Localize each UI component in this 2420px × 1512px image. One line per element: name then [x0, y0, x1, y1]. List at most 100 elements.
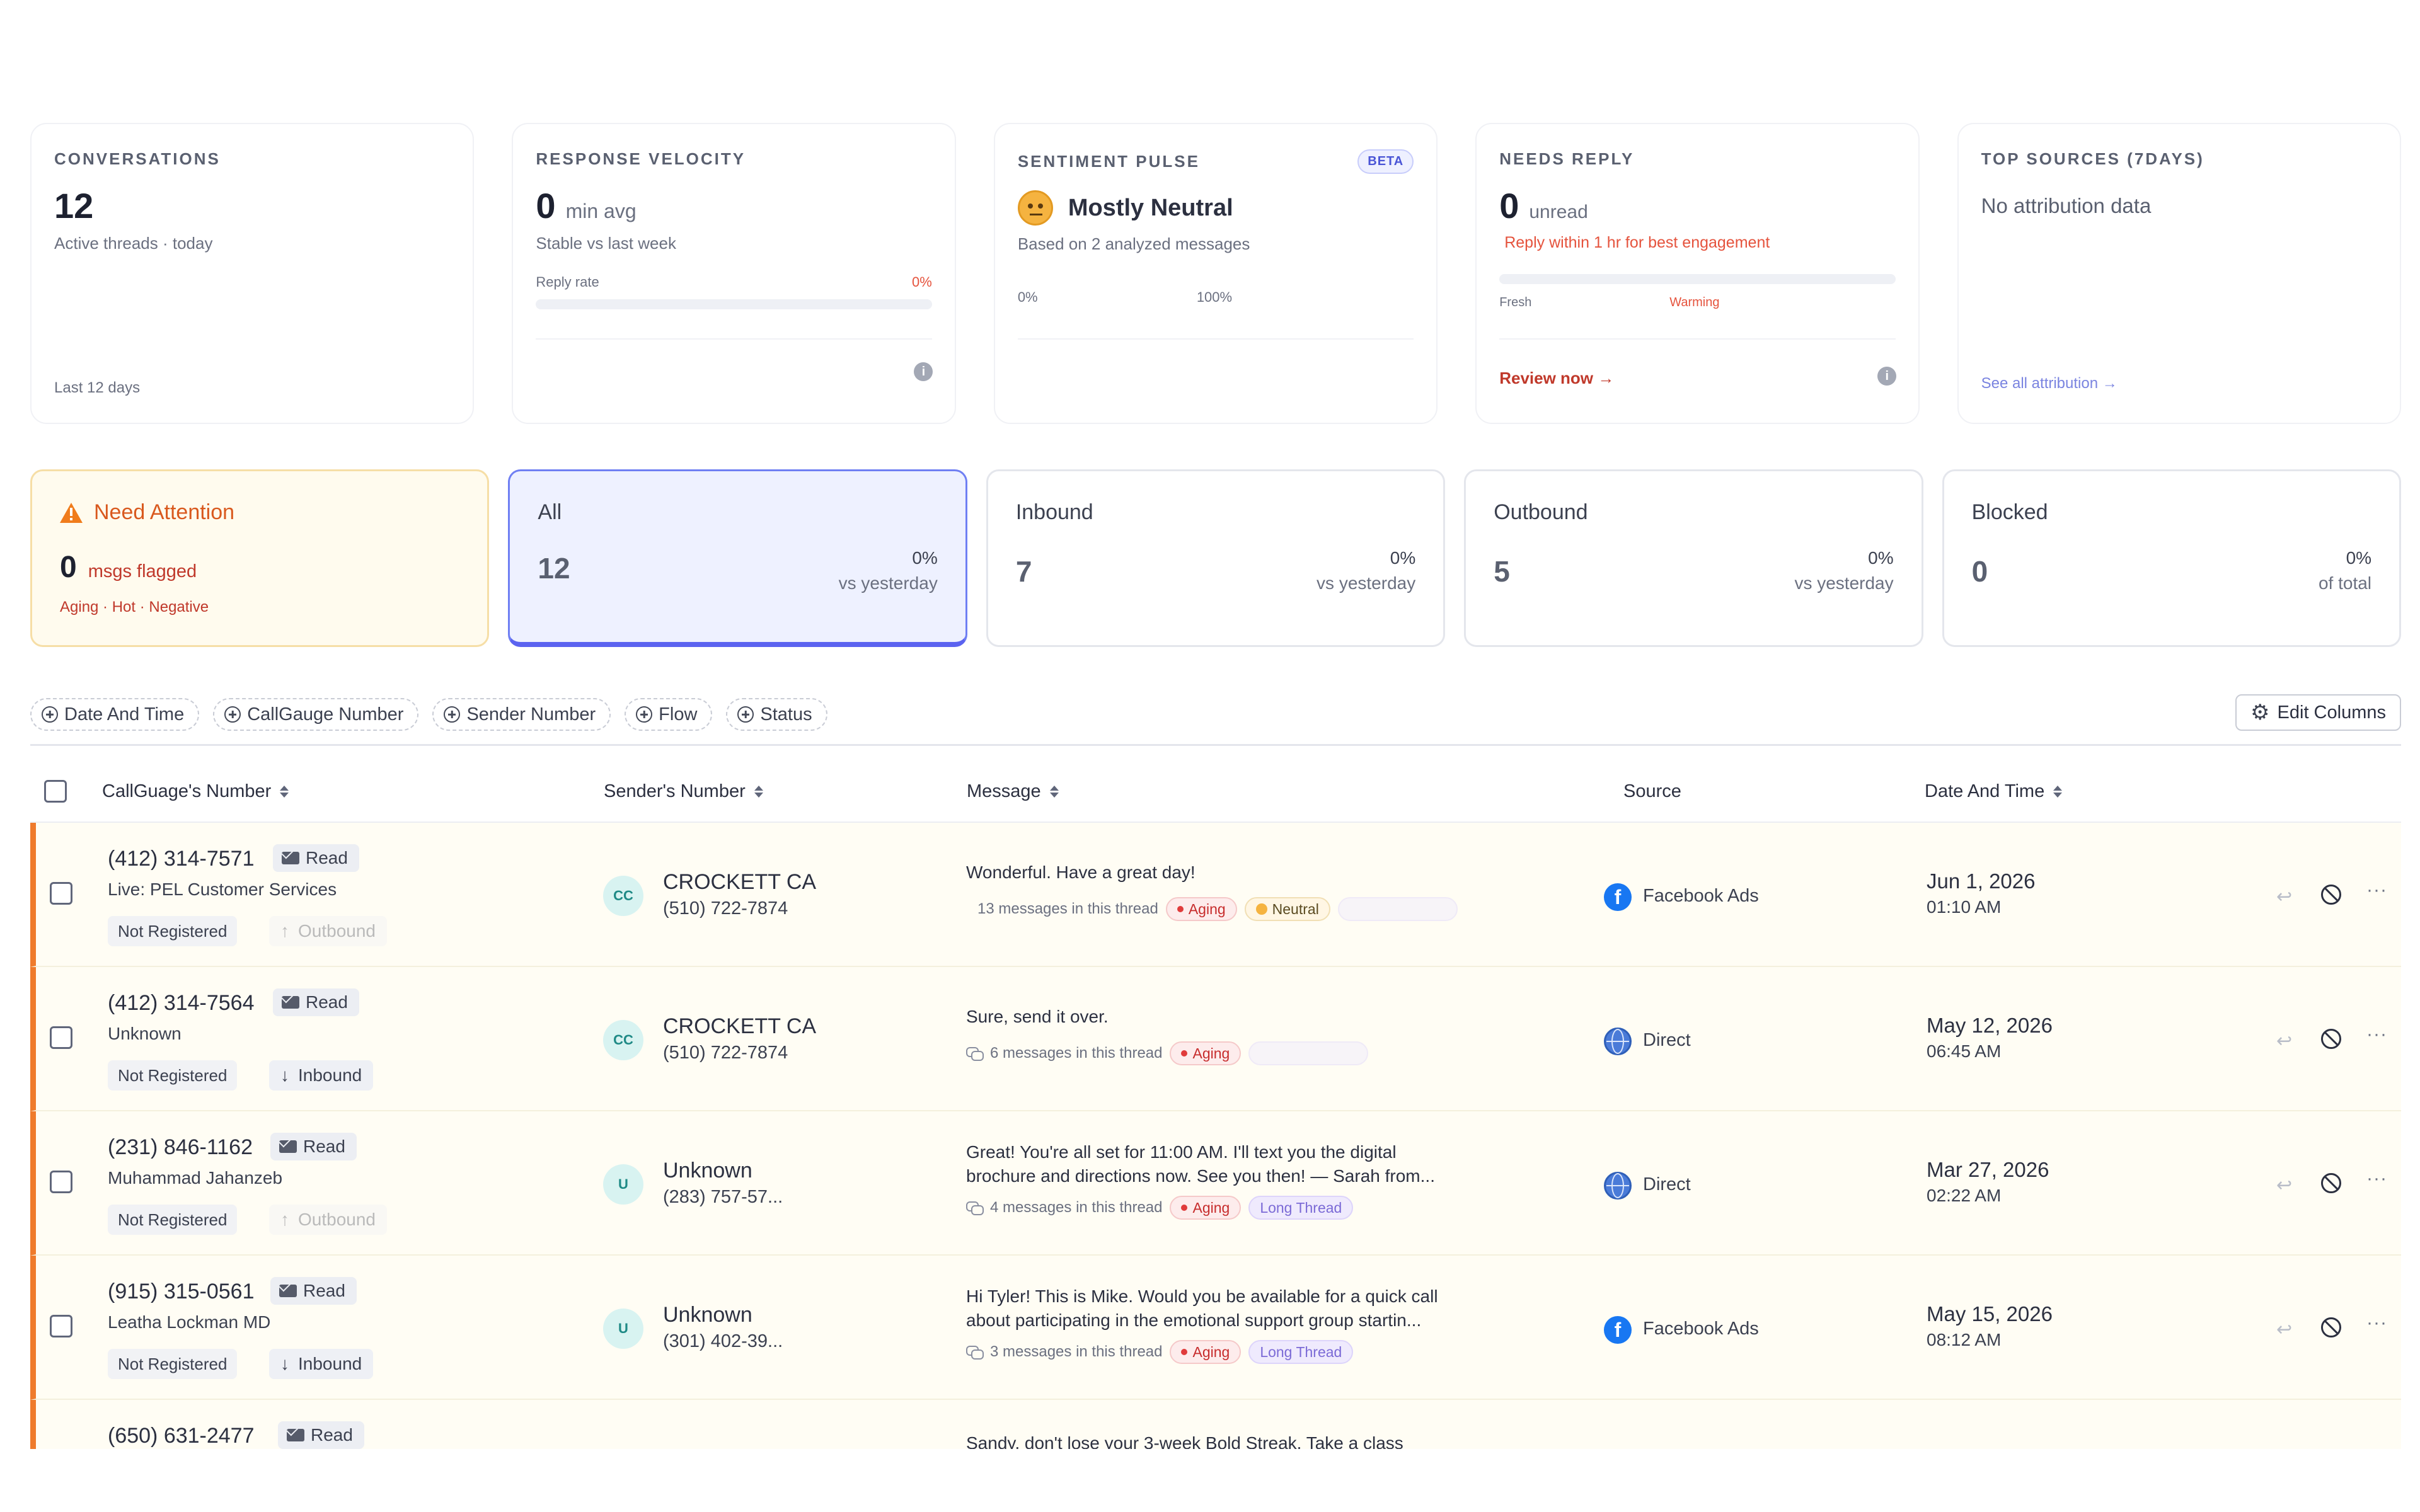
thread-icon: [966, 1201, 984, 1215]
sender-phone: (510) 722-7874: [663, 898, 788, 919]
col-sender-number[interactable]: Sender's Number: [604, 781, 763, 802]
more-options-icon[interactable]: ···: [2366, 1168, 2387, 1189]
sender-phone: (283) 757-57...: [663, 1187, 783, 1207]
col-message[interactable]: Message: [967, 781, 1059, 802]
sentiment-header: SENTIMENT PULSE BETA: [1018, 149, 1414, 174]
message-preview[interactable]: Wonderful. Have a great day!: [966, 861, 1527, 885]
table-row[interactable]: (915) 315-0561 Read Leatha Lockman MD No…: [30, 1256, 2401, 1400]
direction-badge: ↑ Outbound: [269, 916, 387, 946]
conversations-label: CONVERSATIONS: [54, 149, 221, 168]
row-checkbox[interactable]: [50, 1026, 72, 1049]
outbound-filter-pct: 0%: [1868, 548, 1894, 568]
chip-callgauge-number[interactable]: CallGauge Number: [213, 698, 419, 731]
more-options-icon[interactable]: ···: [2366, 879, 2387, 900]
message-preview[interactable]: Great! You're all set for 11:00 AM. I'll…: [966, 1140, 1527, 1188]
message-time: 08:12 AM: [1927, 1330, 2002, 1349]
chip-flow[interactable]: Flow: [625, 698, 713, 731]
more-options-icon[interactable]: ···: [2366, 1312, 2387, 1333]
table-header: CallGuage's Number Sender's Number Messa…: [30, 762, 2401, 823]
plus-circle-icon: [636, 706, 653, 723]
sentiment-scale-min: 0%: [1017, 289, 1038, 305]
table-row[interactable]: (412) 314-7564 Read Unknown Not Register…: [30, 967, 2401, 1111]
block-icon[interactable]: [2321, 885, 2341, 905]
message-preview[interactable]: Sure, send it over.: [966, 1005, 1527, 1029]
inbound-filter-vs: vs yesterday: [1317, 573, 1416, 593]
chip-sender-number[interactable]: Sender Number: [432, 698, 611, 731]
sentiment-sub: Based on 2 analyzed messages: [1017, 234, 1250, 253]
table-row[interactable]: (650) 631-2477 Read Sandy, don't lose yo…: [30, 1400, 2401, 1449]
reply-icon[interactable]: ↩: [2276, 1319, 2293, 1340]
facebook-icon: f: [1604, 1316, 1632, 1344]
conversations-footer: Last 12 days: [54, 379, 141, 396]
row-checkbox[interactable]: [50, 1171, 72, 1193]
table-row[interactable]: (412) 314-7571 Read Live: PEL Customer S…: [30, 823, 2401, 967]
arrow-up-icon: ↑: [280, 921, 289, 941]
review-now-link[interactable]: Review now →: [1499, 369, 1615, 387]
blocked-filter-count: 0: [1971, 555, 1988, 588]
registration-badge: Not Registered: [108, 1349, 238, 1379]
select-all-checkbox[interactable]: [44, 780, 67, 803]
more-options-icon[interactable]: ···: [2366, 1024, 2387, 1045]
aging-tag: Aging: [1170, 1340, 1242, 1364]
callgauge-number: (650) 631-2477: [108, 1424, 255, 1448]
see-attribution-link[interactable]: See all attribution →: [1981, 375, 2118, 392]
chip-status[interactable]: Status: [726, 698, 827, 731]
blocked-filter-vs: of total: [2318, 573, 2372, 593]
reply-icon[interactable]: ↩: [2276, 1031, 2293, 1051]
sentiment-card: SENTIMENT PULSE BETA Mostly Neutral Base…: [993, 123, 1438, 424]
need-attention-header: Need Attention: [60, 500, 459, 525]
read-label: Read: [303, 1281, 345, 1300]
col-date-time[interactable]: Date And Time: [1925, 781, 2063, 802]
inbound-filter-title: Inbound: [1015, 500, 1093, 524]
reply-icon[interactable]: ↩: [2276, 1175, 2293, 1196]
all-filter-card[interactable]: All 12 0% vs yesterday: [508, 469, 967, 647]
conversations-sub: Active threads · today: [54, 234, 213, 253]
block-icon[interactable]: [2321, 1173, 2341, 1193]
table-row[interactable]: (231) 846-1162 Read Muhammad Jahanzeb No…: [30, 1111, 2401, 1256]
plus-circle-icon: [737, 706, 754, 723]
block-icon[interactable]: [2321, 1029, 2341, 1049]
sender-name: Unknown: [663, 1303, 752, 1327]
sender-phone: (510) 722-7874: [663, 1043, 788, 1063]
message-time: 02:22 AM: [1927, 1186, 2002, 1205]
need-attention-card[interactable]: Need Attention 0 msgs flagged Aging · Ho…: [30, 469, 490, 647]
direction-badge: ↓ Inbound: [269, 1349, 374, 1379]
message-line: brochure and directions now. See you the…: [966, 1166, 1435, 1186]
outbound-filter-count: 5: [1494, 555, 1510, 588]
all-filter-vs: vs yesterday: [838, 573, 938, 593]
all-filter-count: 12: [538, 552, 570, 585]
message-meta: 13 messages in this thread Aging Neutral: [966, 897, 1458, 921]
col-label: Source: [1623, 781, 1681, 801]
chip-date-time[interactable]: Date And Time: [30, 698, 200, 731]
reply-icon[interactable]: ↩: [2276, 886, 2293, 907]
reply-rate-value: 0%: [912, 274, 932, 290]
message-date: Mar 27, 2026: [1927, 1158, 2049, 1181]
block-icon[interactable]: [2321, 1317, 2341, 1337]
all-filter-pct: 0%: [912, 548, 938, 568]
top-sources-label: TOP SOURCES (7DAYS): [1981, 149, 2204, 168]
message-preview[interactable]: Hi Tyler! This is Mike. Would you be ava…: [966, 1285, 1527, 1332]
message-date: May 15, 2026: [1927, 1302, 2053, 1326]
thread-count: 13 messages in this thread: [977, 900, 1158, 917]
message-line: Sure, send it over.: [966, 1007, 1109, 1026]
outbound-filter-card[interactable]: Outbound 5 0% vs yesterday: [1464, 469, 1923, 647]
source-label: Facebook Ads: [1643, 1319, 1759, 1339]
blocked-filter-card[interactable]: Blocked 0 0% of total: [1942, 469, 2402, 647]
avatar: CC: [603, 876, 643, 916]
col-label: Date And Time: [1925, 781, 2045, 801]
info-icon[interactable]: i: [1877, 367, 1897, 386]
divider: [1017, 338, 1414, 340]
row-checkbox[interactable]: [50, 1315, 72, 1337]
edit-columns-button[interactable]: ⚙ Edit Columns: [2235, 694, 2401, 731]
thread-count: 6 messages in this thread: [990, 1045, 1163, 1062]
message-preview[interactable]: Sandy, don't lose your 3-week Bold Strea…: [966, 1431, 1527, 1449]
registration-badge: Not Registered: [108, 916, 238, 946]
inbound-filter-card[interactable]: Inbound 7 0% vs yesterday: [986, 469, 1446, 647]
info-icon[interactable]: i: [914, 362, 933, 381]
read-label: Read: [306, 992, 348, 1012]
row-checkbox[interactable]: [50, 882, 72, 905]
direction-label: Inbound: [298, 1065, 362, 1085]
col-callgauge-number[interactable]: CallGuage's Number: [102, 781, 289, 802]
stats-row: CONVERSATIONS 12 Active threads · today …: [30, 123, 2402, 424]
fresh-label: Fresh: [1499, 295, 1532, 309]
